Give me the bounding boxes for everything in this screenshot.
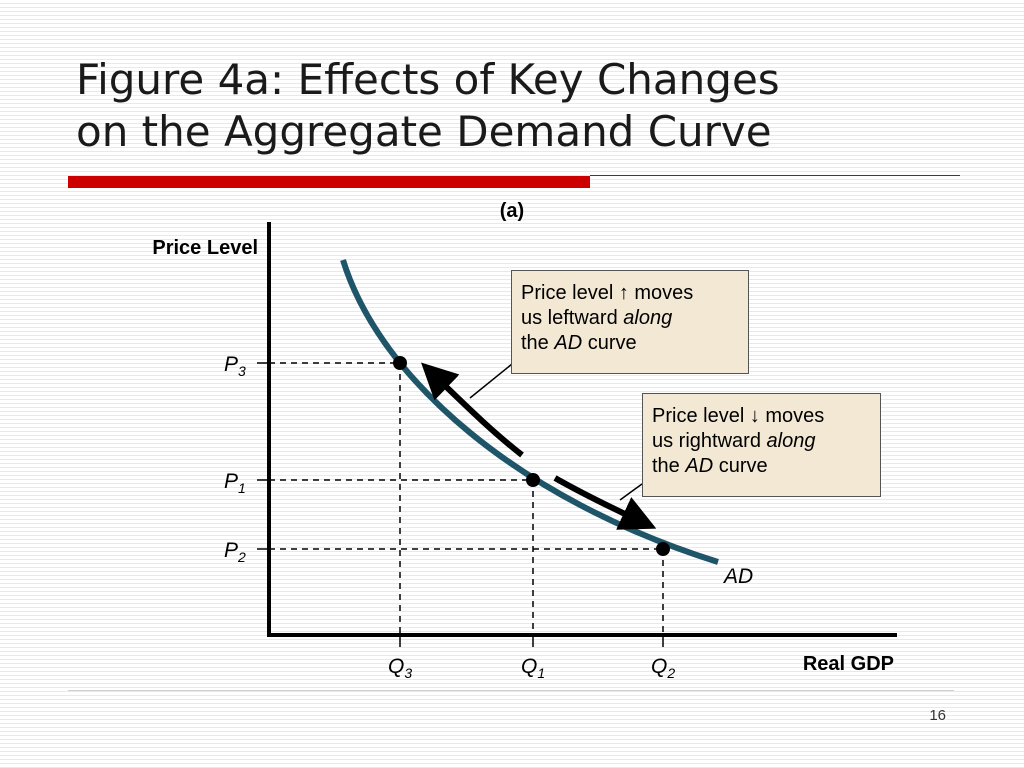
page-number: 16 [929,707,946,724]
panel-label: (a) [500,200,524,222]
ad-curve [340,259,719,565]
slide-title-line-1: Figure 4a: Effects of Key Changes [76,55,780,104]
slide-title: Figure 4a: Effects of Key Changes on the… [76,54,956,158]
price-down-callout: Price level ↓ moves us rightward along t… [642,393,881,497]
point-P1-Q1 [526,473,540,487]
rightward-movement-arrow [553,475,657,530]
title-underline-red [68,176,590,188]
lower-callout-pointer [619,483,643,501]
x-axis-label: Real GDP [803,653,894,675]
down-arrow-icon: ↓ [749,405,760,427]
x-tick-label-Q1: Q1 [521,655,545,681]
footer-rule [68,690,954,691]
slide-title-line-2: on the Aggregate Demand Curve [76,107,772,156]
title-underline-thin [590,175,960,176]
price-up-line-1: Price level ↑ moves [521,282,694,304]
y-tick-label-P2: P2 [224,539,246,565]
point-P2-Q2 [656,542,670,556]
axis-ticks: P3 Q3 P1 Q1 P2 Q2 [224,353,675,681]
price-down-line-1: Price level ↓ moves [652,405,825,427]
up-arrow-icon: ↑ [618,282,629,304]
price-down-line-3: the AD curve [652,455,768,477]
ad-curve-label: AD [722,565,753,588]
x-tick-label-Q2: Q2 [651,655,675,681]
price-down-line-2: us rightward along [652,430,816,452]
price-up-line-3: the AD curve [521,332,637,354]
upper-callout-pointer [469,363,513,399]
x-tick-label-Q3: Q3 [388,655,412,681]
price-up-callout: Price level ↑ moves us leftward along th… [511,270,749,374]
dashed-guides [269,362,664,635]
point-P3-Q3 [393,356,407,370]
leftward-movement-arrow [421,362,524,458]
equilibrium-points [393,356,670,556]
y-axis-label: Price Level [152,237,258,259]
price-up-line-2: us leftward along [521,307,673,329]
y-tick-label-P3: P3 [224,353,246,379]
y-tick-label-P1: P1 [224,470,246,496]
